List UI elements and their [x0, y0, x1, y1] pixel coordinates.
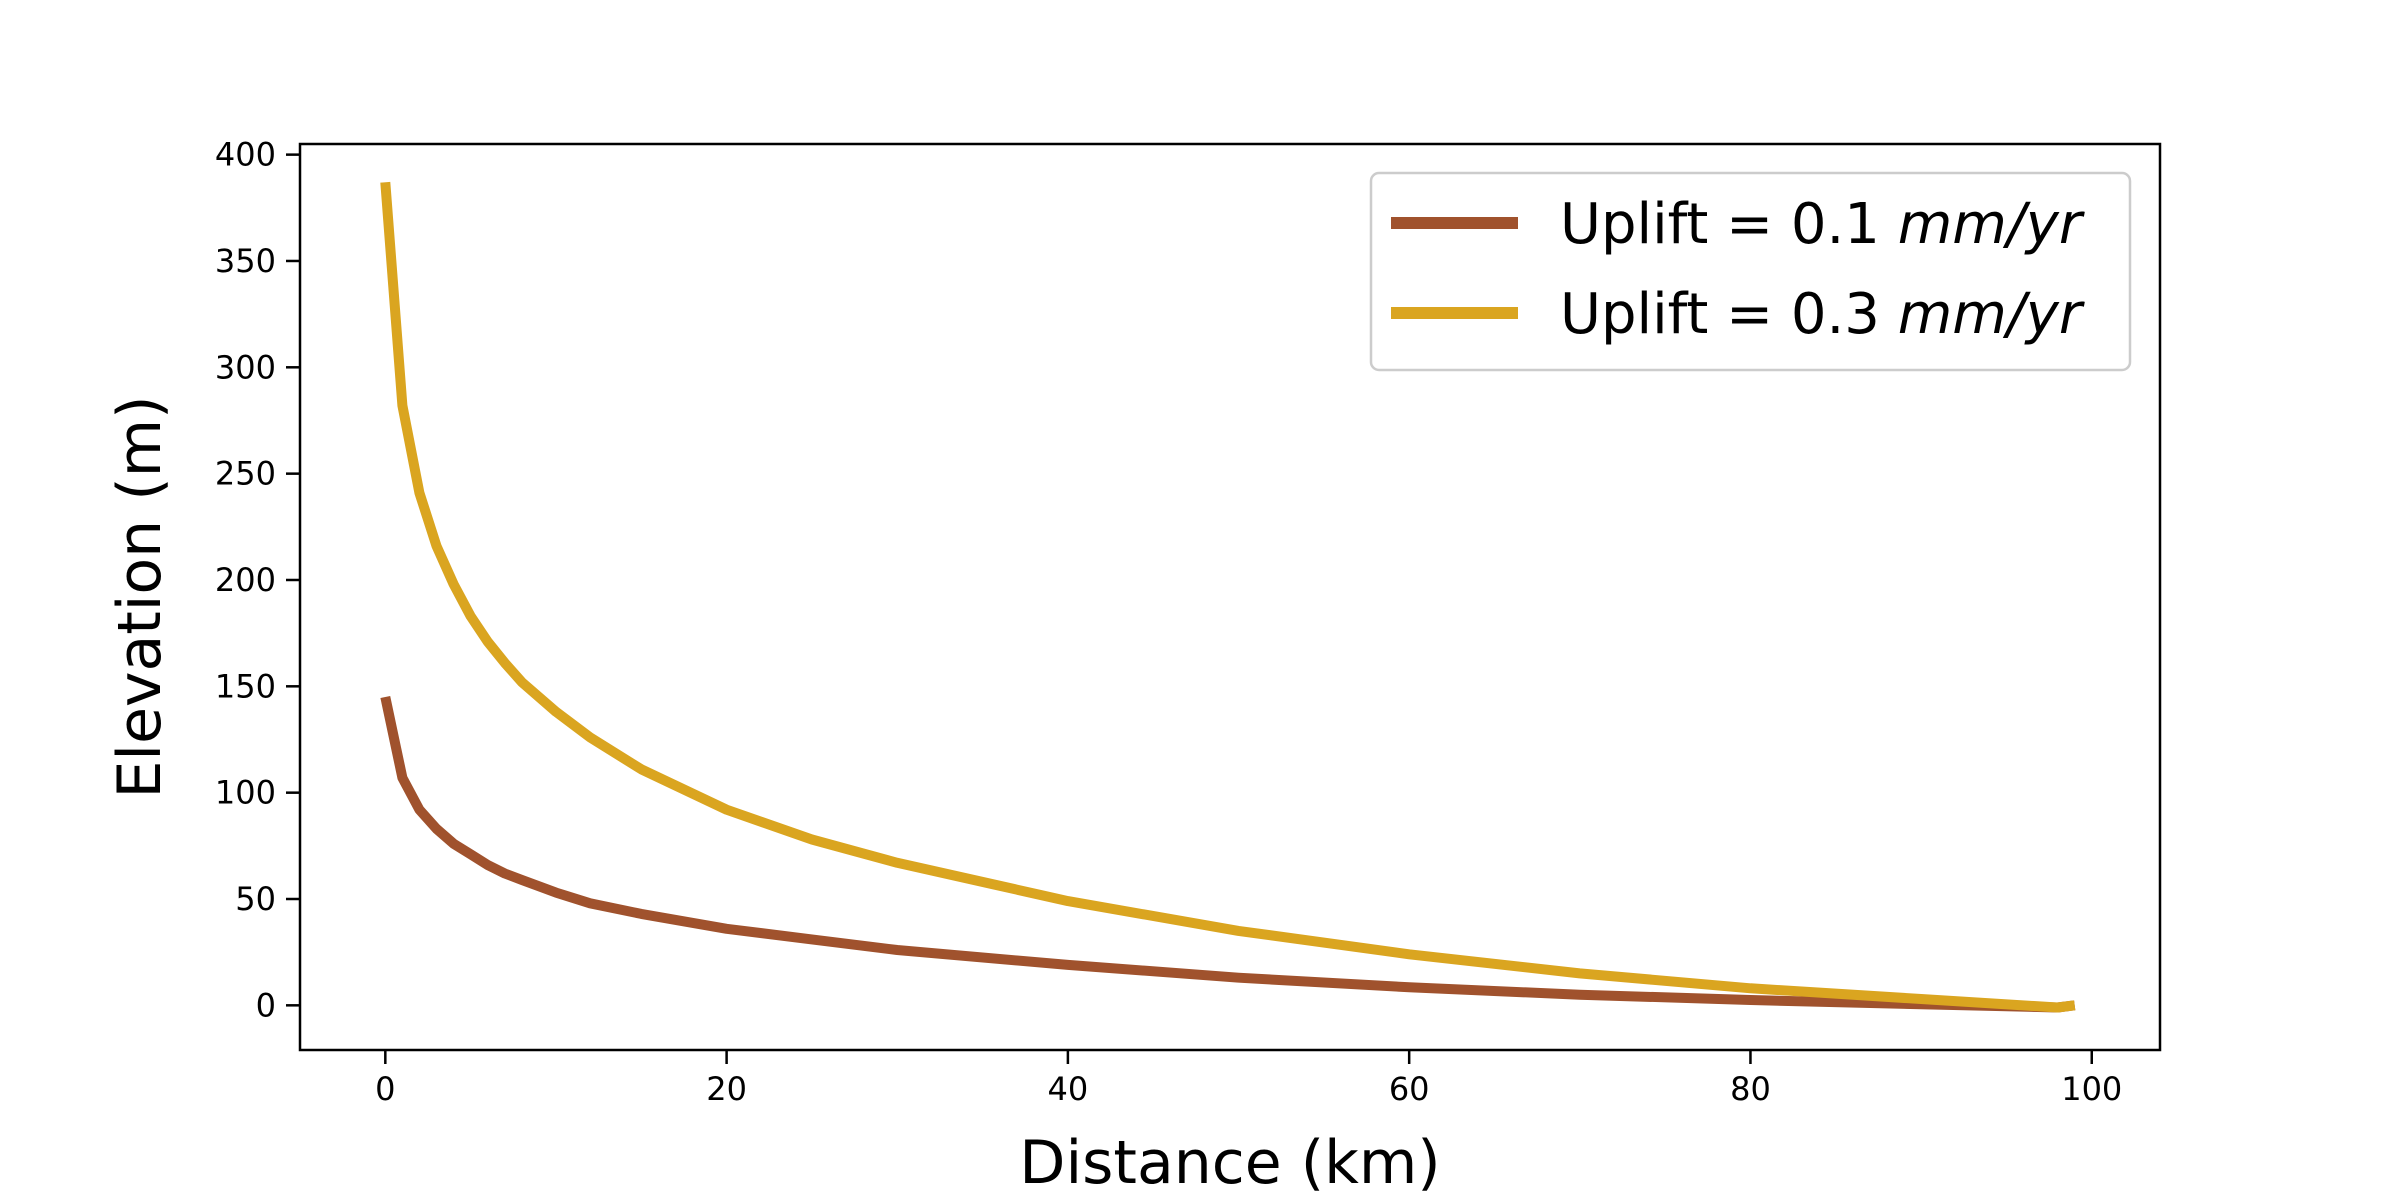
y-tick-label: 150	[215, 667, 276, 705]
legend-entry-prefix: Uplift = 0.3	[1560, 282, 1898, 347]
legend-entry-uplift-0-1: Uplift = 0.1 mm/yr	[1560, 192, 2085, 257]
x-tick-label: 40	[1048, 1070, 1089, 1108]
x-tick-label: 100	[2061, 1070, 2122, 1108]
series-line-uplift-0-1	[380, 695, 2076, 1013]
legend-entry-uplift-0-3: Uplift = 0.3 mm/yr	[1560, 282, 2085, 347]
x-tick-label: 60	[1389, 1070, 1430, 1108]
y-tick-label: 350	[215, 242, 276, 280]
legend-entry-units: mm/yr	[1898, 282, 2085, 347]
y-tick-label: 50	[235, 880, 276, 918]
x-tick-label: 20	[706, 1070, 747, 1108]
x-ticks: 0 20 40 60 80 100	[375, 1050, 2122, 1108]
y-tick-label: 0	[256, 986, 276, 1024]
series-line-uplift-0-3	[380, 181, 2076, 1013]
x-axis-label: Distance (km)	[1019, 1128, 1440, 1198]
y-tick-label: 300	[215, 348, 276, 386]
y-axis-label: Elevation (m)	[105, 395, 175, 798]
series-group	[380, 181, 2076, 1013]
legend-entry-prefix: Uplift = 0.1	[1560, 192, 1898, 257]
x-tick-label: 80	[1730, 1070, 1771, 1108]
legend: Uplift = 0.1 mm/yr Uplift = 0.3 mm/yr	[1369, 171, 2132, 372]
y-tick-label: 200	[215, 561, 276, 599]
legend-box	[1369, 171, 2132, 372]
y-tick-label: 400	[215, 136, 276, 174]
y-ticks: 0 50 100 150 200 250 300 350 400	[215, 136, 300, 1024]
legend-entry-units: mm/yr	[1898, 192, 2085, 257]
y-tick-label: 100	[215, 774, 276, 812]
plot-frame	[298, 142, 2162, 1052]
x-tick-label: 0	[375, 1070, 395, 1108]
y-tick-label: 250	[215, 455, 276, 493]
